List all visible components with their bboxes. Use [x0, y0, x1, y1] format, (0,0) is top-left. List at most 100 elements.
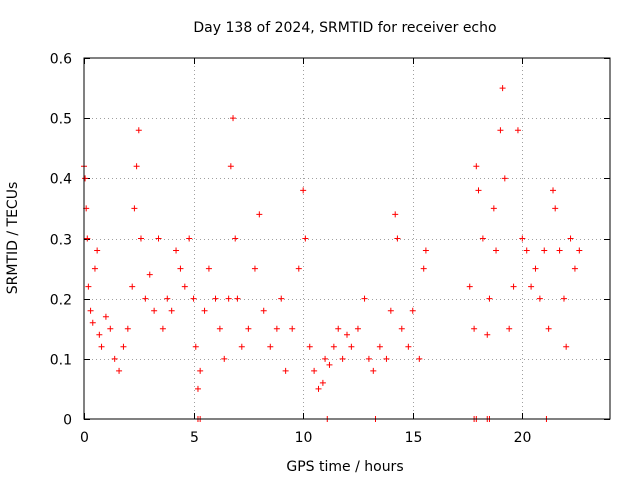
data-point	[225, 295, 232, 302]
data-point	[120, 343, 127, 350]
data-point	[131, 205, 138, 212]
data-point	[238, 343, 245, 350]
data-point	[556, 247, 563, 254]
data-point	[197, 367, 204, 374]
data-point	[420, 265, 427, 272]
data-point	[315, 385, 322, 392]
x-tick-label: 10	[295, 430, 313, 446]
data-point	[387, 307, 394, 314]
data-point	[344, 331, 350, 338]
data-point	[528, 283, 535, 290]
data-point	[471, 325, 478, 332]
y-tick-label: 0.2	[50, 293, 72, 309]
data-point	[416, 355, 423, 362]
data-point	[541, 247, 548, 254]
data-point	[168, 307, 175, 314]
data-point	[94, 247, 101, 254]
data-point	[181, 283, 188, 290]
data-point	[398, 325, 405, 332]
data-point	[89, 319, 96, 326]
data-point	[486, 295, 493, 302]
x-tick-label: 15	[405, 430, 423, 446]
y-tick-label: 0.4	[50, 172, 72, 188]
data-point	[85, 283, 92, 290]
data-point	[273, 325, 280, 332]
data-point	[354, 325, 361, 332]
data-point	[256, 211, 263, 218]
data-point	[490, 205, 497, 212]
chart-title: Day 138 of 2024, SRMTID for receiver ech…	[193, 20, 496, 36]
y-tick-label: 0.5	[50, 112, 72, 128]
x-tick-label: 5	[190, 430, 199, 446]
data-point	[186, 235, 193, 242]
data-point	[137, 235, 144, 242]
data-point	[234, 295, 241, 302]
data-point	[484, 331, 491, 338]
data-point	[142, 295, 149, 302]
data-point	[532, 265, 539, 272]
data-point	[201, 307, 208, 314]
data-points	[81, 85, 583, 422]
x-tick-labels: 0 5 10 15 20	[80, 430, 531, 446]
plot-frame	[83, 57, 611, 420]
data-point	[245, 325, 252, 332]
data-point	[87, 307, 94, 314]
grid-lines	[84, 58, 610, 419]
data-point	[232, 235, 239, 242]
data-point	[295, 265, 302, 272]
data-point	[146, 271, 153, 278]
y-tick-label: 0.3	[50, 233, 72, 249]
data-point	[501, 175, 508, 182]
y-axis-label: SRMTID / TECUs	[5, 182, 21, 295]
data-point	[306, 343, 313, 350]
data-point	[571, 265, 578, 272]
data-point	[475, 187, 482, 194]
data-point	[260, 307, 267, 314]
data-point	[227, 163, 234, 170]
data-point	[102, 313, 109, 320]
data-point	[348, 343, 355, 350]
data-point	[282, 367, 289, 374]
data-point	[499, 85, 506, 92]
data-point	[422, 247, 429, 254]
x-tick-label: 0	[80, 430, 89, 446]
data-point	[493, 247, 500, 254]
data-point	[339, 355, 346, 362]
data-point	[552, 205, 559, 212]
data-point	[216, 325, 223, 332]
data-point	[194, 385, 201, 392]
data-point	[311, 367, 318, 374]
data-point	[91, 265, 98, 272]
data-point	[267, 343, 274, 350]
data-point	[519, 235, 526, 242]
data-point	[129, 283, 136, 290]
data-point	[164, 295, 171, 302]
data-point	[173, 247, 180, 254]
data-point	[319, 379, 326, 386]
data-point	[376, 343, 383, 350]
data-point	[392, 211, 399, 218]
data-point	[96, 331, 103, 338]
data-point	[514, 127, 521, 134]
data-point	[135, 127, 142, 134]
data-point	[560, 295, 567, 302]
data-point	[124, 325, 131, 332]
data-point	[335, 325, 342, 332]
data-point	[567, 235, 574, 242]
data-point	[510, 283, 517, 290]
data-point	[192, 343, 199, 350]
data-point	[326, 361, 333, 368]
data-point	[177, 265, 184, 272]
data-point	[212, 295, 219, 302]
data-point	[230, 115, 237, 122]
x-axis-label: GPS time / hours	[286, 459, 403, 475]
data-point	[302, 235, 309, 242]
y-tick-labels: 0 0.1 0.2 0.3 0.4 0.5 0.6	[50, 52, 72, 429]
data-point	[383, 355, 390, 362]
data-point	[289, 325, 296, 332]
data-point	[545, 325, 552, 332]
data-point	[365, 355, 372, 362]
data-point	[251, 265, 258, 272]
y-tick-label: 0.1	[50, 353, 72, 369]
